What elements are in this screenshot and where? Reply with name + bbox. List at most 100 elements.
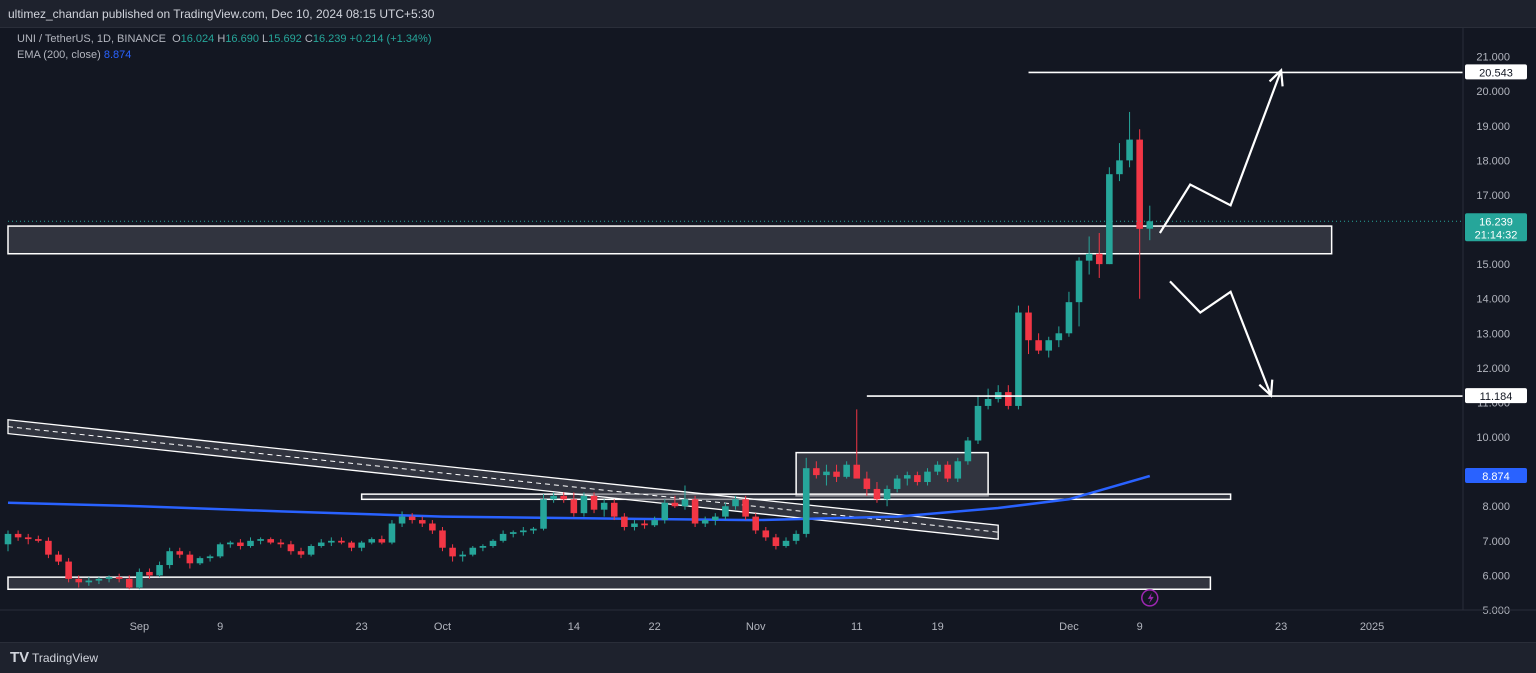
candle-body[interactable] — [903, 475, 911, 479]
candle-body[interactable] — [802, 468, 810, 534]
candle-body[interactable] — [247, 540, 254, 547]
candle-body[interactable] — [550, 495, 557, 500]
candle-body[interactable] — [368, 539, 376, 543]
candle-body[interactable] — [742, 499, 749, 517]
candle-body[interactable] — [1146, 221, 1154, 229]
ema-legend[interactable]: EMA (200, close) 8.874 — [17, 49, 131, 61]
candle-body[interactable] — [600, 502, 608, 510]
candle-body[interactable] — [216, 544, 224, 557]
candle-body[interactable] — [752, 516, 759, 531]
candle-body[interactable] — [1055, 333, 1063, 341]
candle-body[interactable] — [732, 499, 739, 507]
candle-body[interactable] — [429, 523, 436, 531]
bottom-zone[interactable] — [7, 576, 1212, 590]
candle-body[interactable] — [105, 577, 113, 579]
candle-body[interactable] — [712, 516, 719, 521]
candle-body[interactable] — [570, 499, 578, 514]
candle-body[interactable] — [974, 405, 982, 441]
candle-body[interactable] — [944, 464, 951, 479]
candle-body[interactable] — [418, 520, 426, 524]
candle-body[interactable] — [631, 523, 638, 527]
candle-body[interactable] — [520, 530, 527, 533]
candle-body[interactable] — [772, 537, 780, 547]
candle-body[interactable] — [1126, 139, 1133, 161]
candle-body[interactable] — [853, 464, 861, 479]
candle-body[interactable] — [267, 539, 274, 543]
candle-body[interactable] — [287, 544, 295, 552]
candle-body[interactable] — [691, 499, 699, 524]
candle-body[interactable] — [540, 499, 547, 529]
candle-body[interactable] — [408, 516, 416, 521]
candle-body[interactable] — [1085, 253, 1093, 261]
candle-body[interactable] — [196, 558, 204, 564]
candle-body[interactable] — [277, 542, 285, 545]
lightning-icon[interactable] — [1141, 589, 1159, 607]
price-axis[interactable] — [1463, 28, 1536, 642]
candle-body[interactable] — [186, 554, 194, 564]
candle-body[interactable] — [75, 578, 83, 583]
candle-body[interactable] — [762, 530, 770, 538]
candle-body[interactable] — [348, 542, 355, 548]
candle-body[interactable] — [115, 577, 123, 579]
candle-body[interactable] — [489, 540, 497, 547]
candle-body[interactable] — [378, 539, 386, 543]
symbol-name[interactable]: UNI / TetherUS, 1D, BINANCE — [17, 33, 166, 45]
candle-body[interactable] — [479, 546, 487, 548]
candle-body[interactable] — [166, 551, 173, 566]
candle-body[interactable] — [1035, 340, 1042, 351]
candle-body[interactable] — [621, 516, 628, 527]
candle-body[interactable] — [509, 532, 517, 534]
candle-body[interactable] — [671, 502, 679, 507]
candle-body[interactable] — [439, 530, 446, 548]
candle-body[interactable] — [580, 495, 588, 514]
candle-body[interactable] — [954, 461, 962, 479]
candle-body[interactable] — [1005, 392, 1012, 406]
candle-body[interactable] — [388, 523, 396, 543]
candle-body[interactable] — [893, 478, 901, 489]
candle-body[interactable] — [1075, 260, 1083, 303]
candle-body[interactable] — [449, 547, 456, 557]
candle-body[interactable] — [328, 540, 335, 543]
chart-svg[interactable]: 5.0006.0007.0008.0009.00010.00011.00012.… — [0, 17, 1536, 642]
candle-body[interactable] — [4, 533, 12, 545]
tradingview-logo-icon[interactable]: TV — [10, 649, 30, 666]
candle-body[interactable] — [85, 580, 93, 583]
candle-body[interactable] — [125, 578, 133, 588]
candle-body[interactable] — [833, 471, 840, 477]
candle-body[interactable] — [156, 565, 163, 576]
candle-body[interactable] — [813, 468, 820, 476]
candle-body[interactable] — [1045, 340, 1053, 351]
candle-body[interactable] — [964, 440, 972, 462]
candle-body[interactable] — [499, 533, 507, 541]
candle-body[interactable] — [45, 540, 52, 555]
candle-body[interactable] — [1025, 312, 1032, 341]
candle-body[interactable] — [136, 571, 143, 588]
candle-body[interactable] — [681, 499, 689, 507]
arrow-up-path[interactable] — [1158, 70, 1283, 234]
candle-body[interactable] — [206, 556, 214, 559]
candle-body[interactable] — [1116, 160, 1123, 175]
candle-body[interactable] — [459, 554, 466, 557]
candle-body[interactable] — [984, 399, 992, 406]
candle-body[interactable] — [176, 551, 184, 555]
candle-body[interactable] — [641, 523, 648, 526]
candle-body[interactable] — [297, 551, 305, 555]
candle-body[interactable] — [227, 542, 234, 545]
candle-body[interactable] — [358, 542, 365, 548]
candle-body[interactable] — [924, 471, 931, 483]
candle-body[interactable] — [307, 546, 315, 555]
candle-body[interactable] — [35, 539, 42, 541]
candle-body[interactable] — [317, 542, 325, 547]
support-zone[interactable] — [7, 225, 1333, 255]
candle-body[interactable] — [701, 520, 709, 524]
chart-panel[interactable]: 5.0006.0007.0008.0009.00010.00011.00012.… — [0, 17, 1536, 642]
candle-body[interactable] — [237, 542, 244, 547]
candle-body[interactable] — [1136, 139, 1143, 229]
candle-body[interactable] — [651, 520, 658, 526]
arrow-down-path[interactable] — [1169, 280, 1273, 396]
candle-body[interactable] — [398, 516, 406, 524]
candle-body[interactable] — [863, 478, 871, 489]
candle-body[interactable] — [722, 506, 729, 517]
candle-body[interactable] — [792, 533, 800, 541]
candle-body[interactable] — [590, 495, 598, 510]
